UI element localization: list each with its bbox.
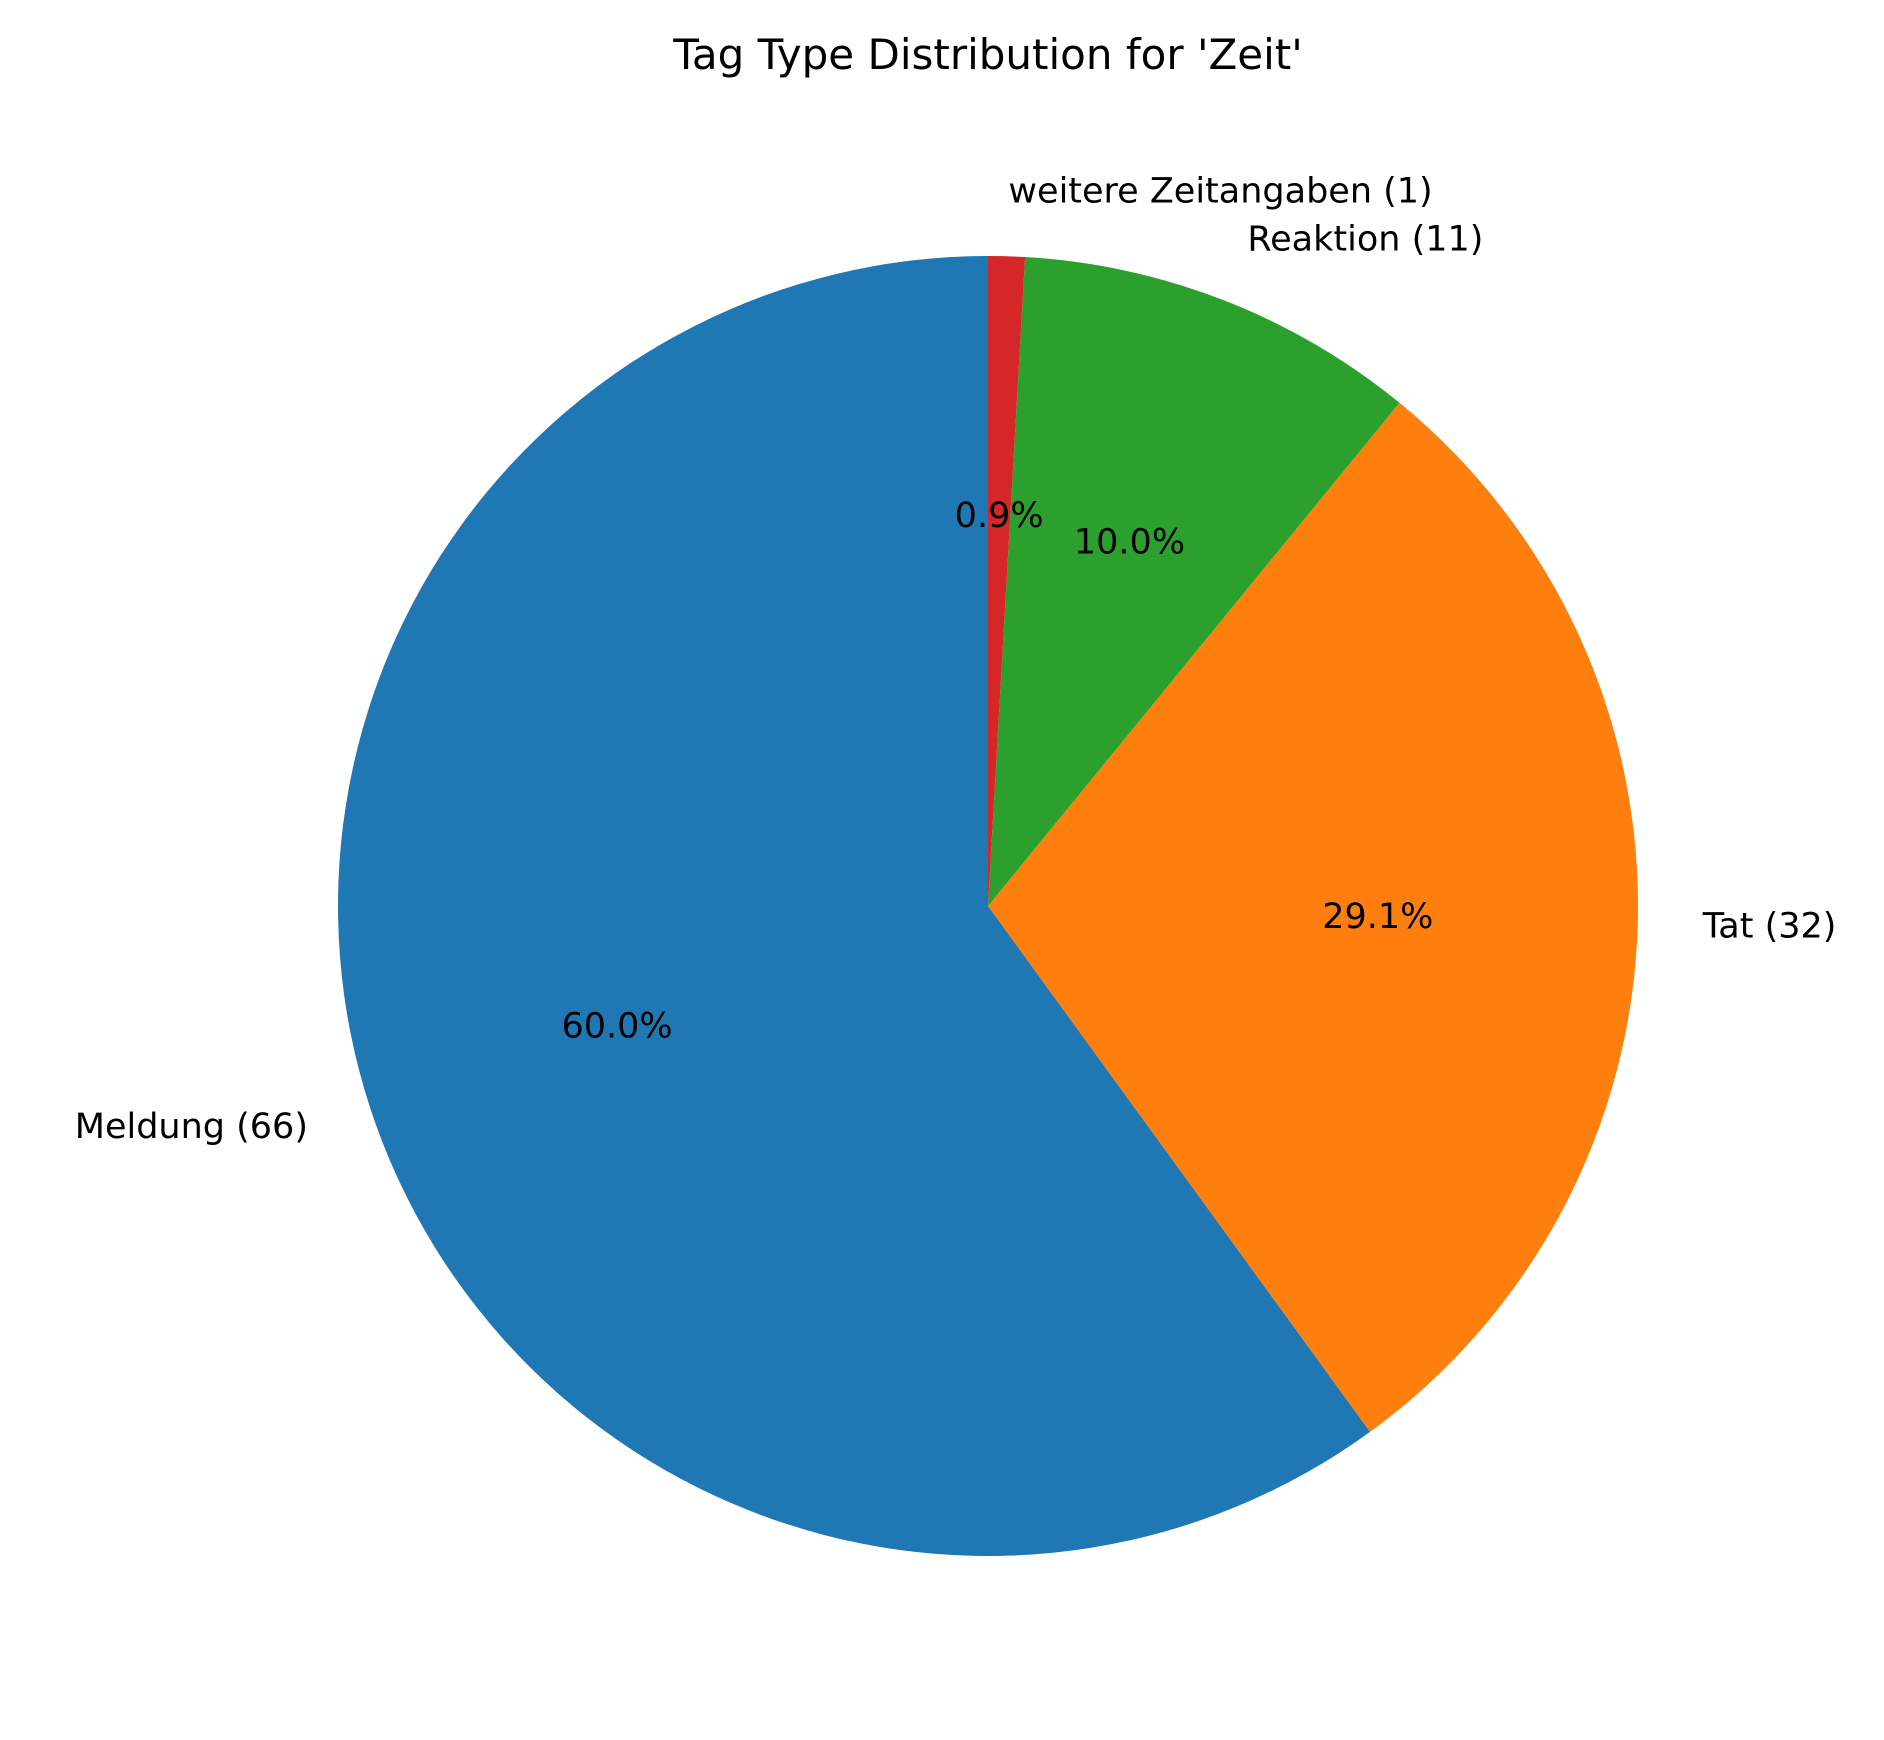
chart-title: Tag Type Distribution for 'Zeit' — [672, 30, 1303, 79]
pie-slice-tat — [988, 402, 1638, 1432]
percent-label: 60.0% — [561, 1007, 672, 1047]
slice-label: Reaktion (11) — [1247, 220, 1483, 260]
pie-slice-reaktion — [988, 257, 1400, 907]
percent-label: 0.9% — [955, 496, 1044, 536]
pie-slice-meldung — [337, 256, 1371, 1557]
slice-label: Tat (32) — [1702, 906, 1837, 946]
pie-slice-weitere-zeitangaben — [988, 256, 1026, 906]
percent-label: 10.0% — [1074, 523, 1185, 563]
pie-slices — [337, 256, 1638, 1557]
slice-label: weitere Zeitangaben (1) — [1008, 171, 1432, 211]
percent-label: 29.1% — [1322, 897, 1433, 937]
pie-labels: 60.0% Meldung (66) 29.1% Tat (32) 10.0% Reakt… — [75, 171, 1837, 1147]
slice-label: Meldung (66) — [75, 1107, 308, 1147]
